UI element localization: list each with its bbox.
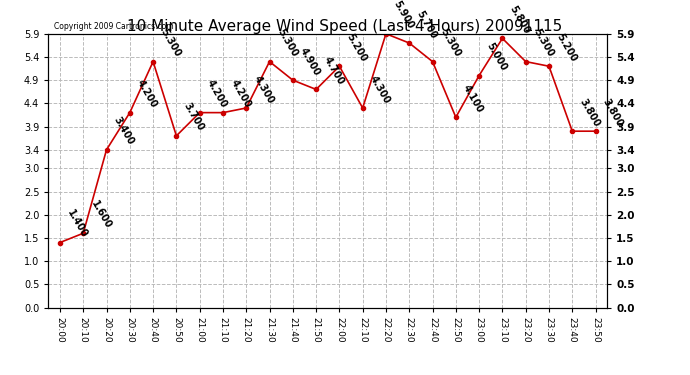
Text: 5.300: 5.300: [531, 27, 555, 59]
Text: 1.400: 1.400: [66, 208, 90, 240]
Text: 4.300: 4.300: [368, 74, 393, 105]
Text: 4.200: 4.200: [135, 78, 159, 110]
Text: 5.300: 5.300: [438, 27, 462, 59]
Text: 1.600: 1.600: [89, 199, 113, 231]
Text: 4.300: 4.300: [252, 74, 276, 105]
Text: 3.800: 3.800: [578, 97, 602, 128]
Text: 4.200: 4.200: [228, 78, 253, 110]
Text: 5.300: 5.300: [159, 27, 183, 59]
Text: 4.100: 4.100: [462, 83, 486, 114]
Text: 5.300: 5.300: [275, 27, 299, 59]
Text: 5.800: 5.800: [508, 4, 532, 36]
Text: 4.700: 4.700: [322, 55, 346, 87]
Text: 5.200: 5.200: [345, 32, 369, 63]
Text: 10 Minute Average Wind Speed (Last 4 Hours) 20091115: 10 Minute Average Wind Speed (Last 4 Hou…: [128, 19, 562, 34]
Text: 4.200: 4.200: [205, 78, 229, 110]
Text: 5.700: 5.700: [415, 9, 439, 40]
Text: 3.400: 3.400: [112, 116, 136, 147]
Text: Copyright 2009 Cartronics.com: Copyright 2009 Cartronics.com: [54, 22, 173, 31]
Text: 4.900: 4.900: [298, 46, 322, 77]
Text: 3.700: 3.700: [182, 101, 206, 133]
Text: 3.800: 3.800: [601, 97, 625, 128]
Text: 5.200: 5.200: [555, 32, 579, 63]
Text: 5.000: 5.000: [484, 41, 509, 73]
Text: 5.900: 5.900: [391, 0, 415, 31]
